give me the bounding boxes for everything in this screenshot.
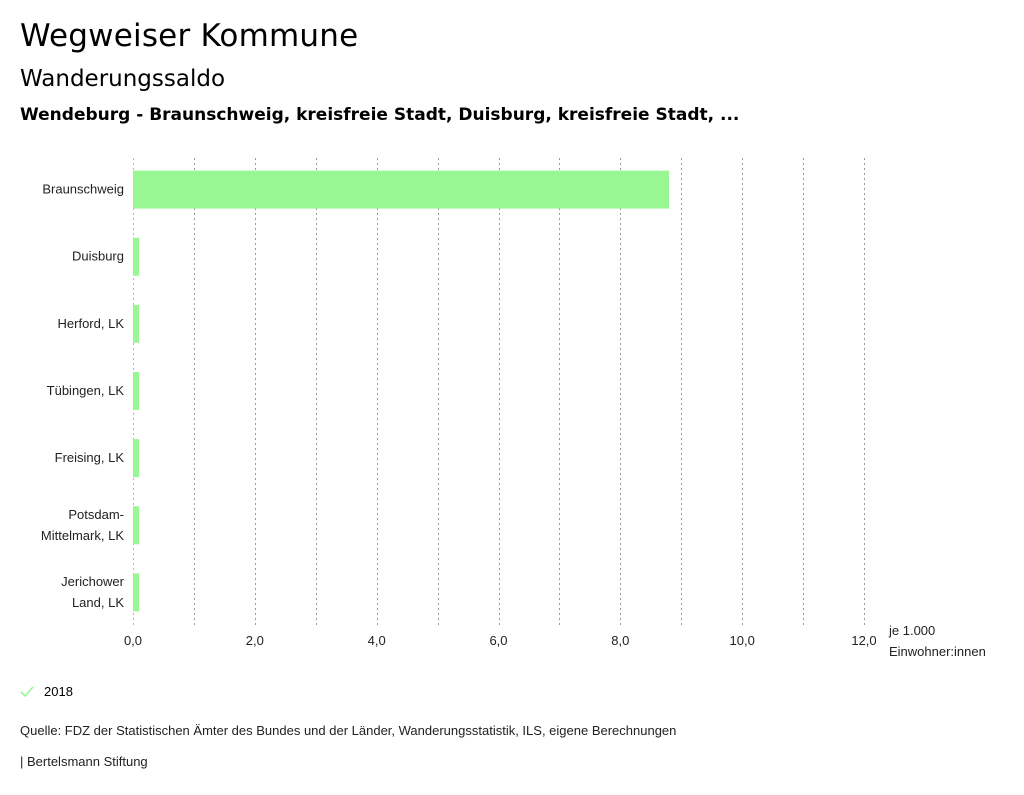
category-label: Potsdam- — [68, 507, 124, 522]
category-label: Freising, LK — [55, 450, 125, 465]
category-label: Herford, LK — [58, 316, 125, 331]
bar-chart: Braunschweig Duisburg Herford, LK Tübingen,… — [41, 158, 986, 659]
bar — [133, 170, 670, 209]
x-tick-label: 4,0 — [368, 633, 386, 648]
x-tick-label: 10,0 — [730, 633, 755, 648]
credit-note: | Bertelsmann Stiftung — [20, 754, 148, 769]
category-label: Mittelmark, LK — [41, 528, 124, 543]
x-tick-label: 8,0 — [611, 633, 629, 648]
category-label: Duisburg — [72, 249, 124, 264]
chart-subtitle: Wanderungssaldo — [20, 66, 226, 92]
bar — [133, 506, 140, 545]
bar — [133, 573, 140, 612]
bar — [133, 304, 140, 343]
legend[interactable]: 2018 — [20, 684, 73, 699]
source-note: Quelle: FDZ der Statistischen Ämter des … — [20, 723, 677, 738]
x-tick-label: 12,0 — [851, 633, 876, 648]
category-label: Land, LK — [72, 595, 124, 610]
x-tick-label: 0,0 — [124, 633, 142, 648]
category-label: Braunschweig — [42, 182, 124, 197]
unit-label: Einwohner:innen — [889, 644, 986, 659]
category-label: Tübingen, LK — [47, 383, 125, 398]
unit-label: je 1.000 — [888, 623, 935, 638]
category-label: Jerichower — [61, 574, 125, 589]
bar — [133, 372, 140, 410]
page-title: Wegweiser Kommune — [20, 18, 359, 54]
check-icon — [20, 685, 34, 697]
bar — [133, 237, 140, 276]
x-tick-label: 6,0 — [489, 633, 507, 648]
x-tick-label: 2,0 — [246, 633, 264, 648]
selection-label: Wendeburg - Braunschweig, kreisfreie Sta… — [20, 105, 740, 125]
legend-label: 2018 — [44, 684, 73, 699]
bar — [133, 439, 140, 478]
